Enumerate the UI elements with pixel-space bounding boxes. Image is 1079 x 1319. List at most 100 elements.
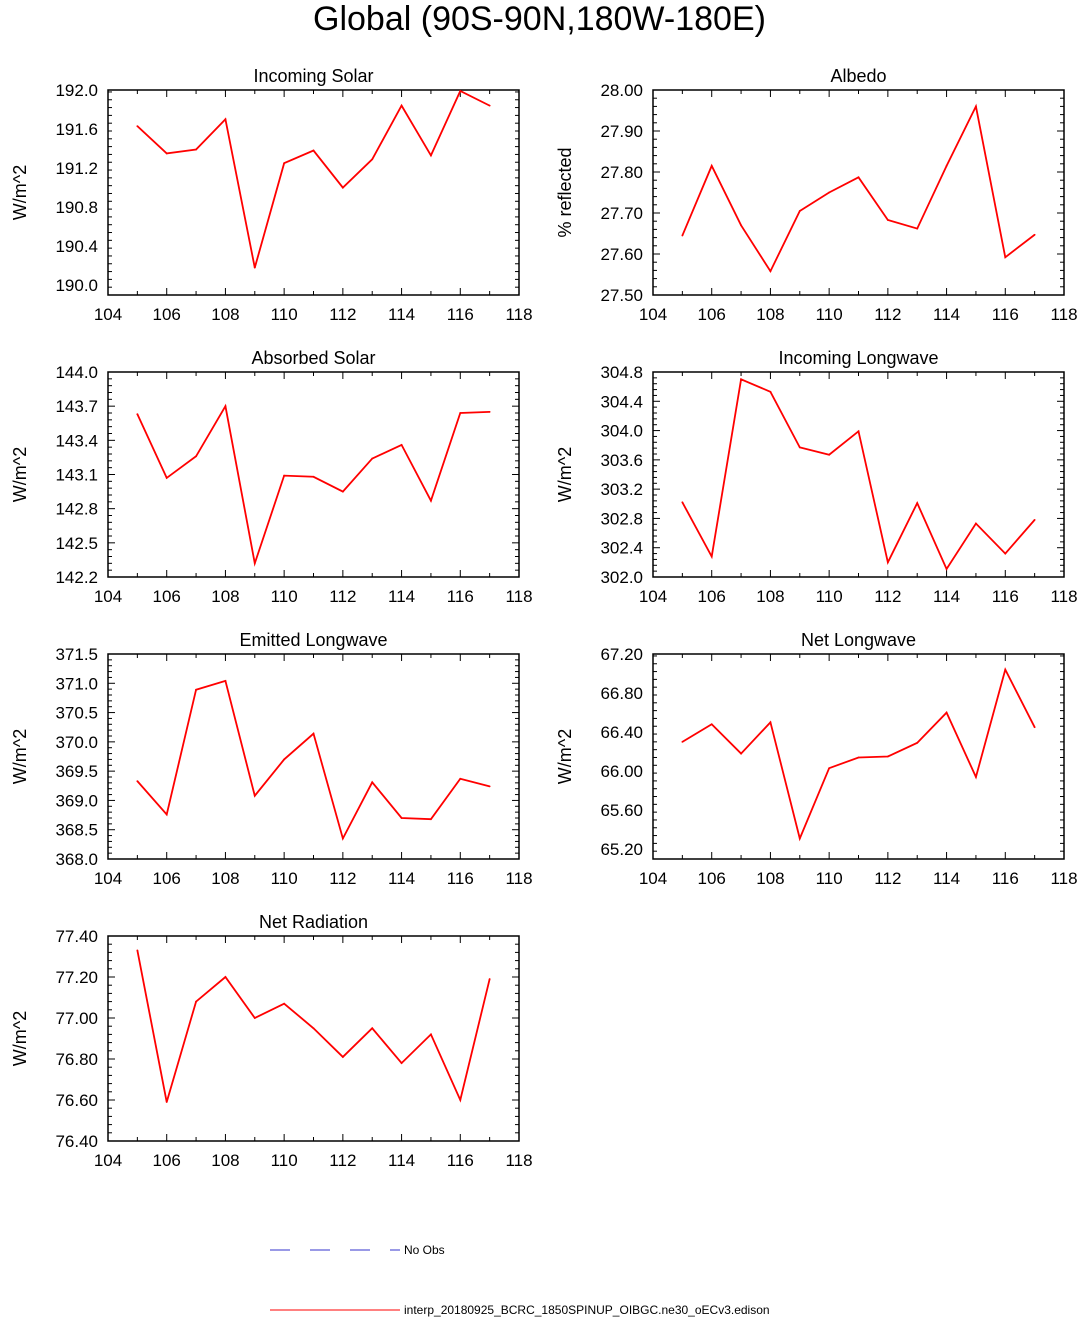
data-point [488,978,491,980]
y-tick-label: 190.4 [55,237,98,256]
y-tick-label: 192.0 [55,81,98,100]
x-tick-label: 114 [933,305,960,324]
data-point [740,752,742,755]
data-point [459,90,462,92]
plot-frame [652,371,1065,578]
y-tick-label: 142.8 [55,500,98,519]
x-tick-label: 118 [1050,587,1077,606]
x-tick-label: 112 [874,869,901,888]
data-point [488,410,491,413]
data-point [195,1000,197,1003]
data-point [400,443,403,446]
data-point [165,1101,168,1103]
x-tick-label: 106 [698,587,726,606]
y-tick-label: 303.6 [600,451,643,470]
x-tick-label: 108 [211,1151,239,1170]
data-point [975,105,977,108]
data-point [430,818,432,821]
data-point [710,555,713,558]
y-tick-label: 67.20 [600,645,643,664]
y-tick-label: 302.4 [600,539,643,558]
data-point [710,723,713,726]
data-point [459,412,462,414]
x-tick-label: 110 [271,869,298,888]
x-tick-label: 112 [329,305,356,324]
data-point [740,378,742,381]
chart-title: Incoming Longwave [778,348,938,368]
y-tick-label: 190.8 [55,198,98,217]
data-point [488,785,491,788]
y-tick-label: 191.6 [55,120,98,139]
data-point [283,758,286,761]
chart-panel-5: Net Longwave W/m^2 104 106 108 110 112 114 116 11… [555,630,1078,888]
y-tick-label: 28.00 [600,81,643,100]
y-tick-label: 302.8 [600,509,643,528]
data-point [400,1062,403,1064]
data-point [681,501,684,504]
data-point [1004,668,1007,671]
plot-frame [107,89,520,296]
data-point [283,474,286,477]
x-tick-label: 108 [756,869,784,888]
data-point [341,1056,344,1058]
legend-obs-label: No Obs [404,1243,445,1257]
x-tick-label: 116 [447,869,474,888]
data-point [945,164,948,167]
chart-panel-3: Incoming Longwave W/m^2 104 106 108 110 112 114… [555,348,1078,606]
data-point [312,732,315,735]
data-point [312,149,315,152]
chart-panel-1: Albedo % reflected 104 106 108 110 112 114 116 11… [555,66,1078,324]
data-point [975,522,977,525]
data-point [798,837,801,840]
data-point [371,457,374,460]
y-tick-label: 190.0 [55,276,98,295]
data-point [165,152,168,155]
chart-title: Net Radiation [259,912,368,932]
x-tick-label: 106 [153,1151,181,1170]
y-tick-label: 369.5 [55,762,98,781]
data-point [253,562,256,565]
data-point [195,148,197,151]
data-point [371,1027,374,1030]
y-tick-label: 371.5 [55,645,98,664]
y-tick-label: 66.80 [600,684,643,703]
data-point [371,158,374,161]
x-tick-label: 104 [94,305,122,324]
x-tick-label: 112 [329,587,356,606]
y-tick-label: 27.80 [600,163,643,182]
x-tick-label: 116 [992,587,1019,606]
data-point [253,794,256,797]
data-point [312,1027,315,1030]
y-axis-label: % reflected [555,147,575,237]
data-point [857,176,860,179]
data-point [828,191,831,194]
y-tick-label: 143.7 [55,397,98,416]
series-line [136,679,490,841]
y-tick-label: 370.5 [55,704,98,723]
data-point [136,125,139,128]
data-point [165,477,168,479]
y-tick-label: 303.2 [600,480,643,499]
data-point [224,680,227,682]
x-tick-label: 114 [388,1151,415,1170]
data-point [828,767,831,770]
y-axis-label: W/m^2 [555,447,575,502]
x-tick-label: 108 [211,587,239,606]
series-line [136,950,491,1103]
x-tick-label: 104 [94,1151,122,1170]
x-tick-label: 118 [505,1151,532,1170]
chart-panel-4: Emitted Longwave W/m^2 104 106 108 110 112 114 1… [10,630,533,888]
data-point [916,502,919,504]
data-point [945,711,948,714]
data-point [681,740,684,743]
data-point [195,688,197,691]
chart-panel-6: Net Radiation W/m^2 104 106 108 110 112 114 116 1… [10,912,533,1170]
x-tick-label: 108 [756,587,784,606]
data-point [430,154,432,157]
data-point [341,490,344,493]
data-point [857,756,860,759]
data-point [975,776,977,778]
data-point [400,104,403,107]
x-tick-label: 116 [447,587,474,606]
data-point [886,755,889,758]
